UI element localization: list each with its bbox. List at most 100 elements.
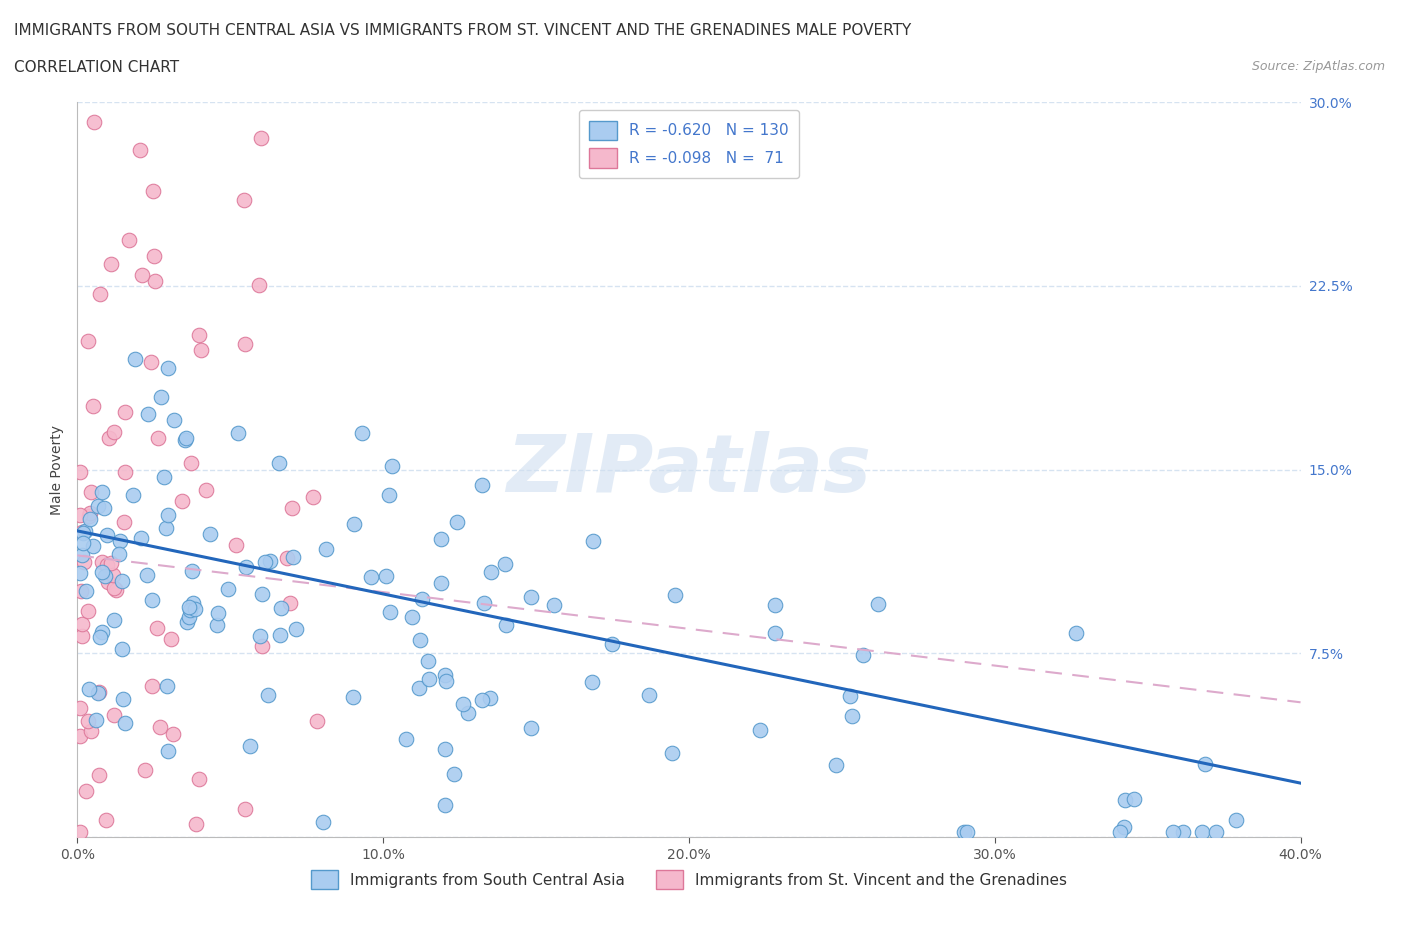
Point (278, 596, 301, 611)
Point (664, 587, 686, 602)
Point (87, 768, 110, 783)
Point (763, 598, 786, 613)
Point (1225, 812, 1247, 827)
Point (434, 668, 457, 683)
Point (430, 532, 453, 547)
Point (69, 508, 91, 523)
Point (1122, 791, 1144, 806)
Point (446, 515, 468, 530)
Point (103, 580, 125, 595)
Point (207, 605, 229, 620)
Point (111, 691, 134, 706)
Point (70, 629, 93, 644)
Point (117, 232, 139, 247)
Point (207, 618, 229, 632)
Point (69, 700, 91, 715)
Point (1171, 825, 1194, 840)
Point (146, 621, 169, 636)
Point (112, 514, 135, 529)
Point (233, 802, 256, 817)
Point (162, 726, 184, 741)
Point (141, 592, 163, 607)
Text: Source: ZipAtlas.com: Source: ZipAtlas.com (1251, 60, 1385, 73)
Point (315, 541, 337, 556)
Point (305, 714, 328, 729)
Point (434, 674, 457, 689)
Point (956, 825, 979, 840)
Point (1194, 757, 1216, 772)
Point (375, 568, 398, 583)
Point (418, 671, 440, 686)
Point (478, 690, 501, 705)
Point (156, 678, 179, 693)
Point (87, 499, 110, 514)
Point (381, 458, 404, 473)
Point (250, 638, 273, 653)
Point (543, 598, 565, 613)
Point (748, 723, 770, 737)
Text: ZIPatlas: ZIPatlas (506, 431, 872, 509)
Point (451, 697, 474, 711)
Point (87, 685, 110, 700)
Point (103, 613, 125, 628)
Point (520, 590, 543, 604)
Point (1114, 792, 1136, 807)
Point (479, 565, 502, 579)
Point (149, 720, 172, 735)
Point (953, 825, 976, 840)
Point (72, 526, 94, 541)
Point (75, 784, 97, 799)
Point (247, 277, 270, 292)
Point (1112, 820, 1135, 835)
Point (433, 798, 456, 813)
Point (163, 413, 186, 428)
Point (250, 586, 273, 601)
Point (173, 432, 195, 447)
Point (89, 630, 111, 644)
Point (217, 581, 239, 596)
Point (457, 705, 479, 720)
Point (1191, 825, 1213, 840)
Point (187, 327, 209, 342)
Point (70, 525, 93, 539)
Point (84, 712, 107, 727)
Point (342, 690, 364, 705)
Point (401, 609, 423, 624)
Point (80, 724, 103, 738)
Point (114, 464, 136, 479)
Point (520, 721, 543, 736)
Point (101, 567, 124, 582)
Point (69, 465, 91, 480)
Point (156, 360, 179, 375)
Point (146, 431, 169, 445)
Point (233, 193, 256, 207)
Point (73, 524, 96, 538)
Point (838, 689, 860, 704)
Point (350, 425, 373, 440)
Point (1205, 825, 1227, 840)
Point (111, 642, 134, 657)
Point (103, 708, 125, 723)
Point (76, 713, 98, 728)
Point (135, 567, 157, 582)
Point (183, 602, 205, 617)
Point (124, 352, 146, 366)
Point (239, 738, 262, 753)
Point (582, 533, 605, 548)
Point (408, 680, 430, 695)
Point (75, 584, 97, 599)
Point (172, 494, 194, 509)
Point (1161, 825, 1184, 840)
Point (77, 334, 100, 349)
Point (129, 143, 152, 158)
Point (825, 758, 848, 773)
Point (471, 477, 494, 492)
Point (280, 500, 302, 515)
Point (180, 564, 202, 578)
Point (157, 507, 180, 522)
Point (249, 629, 271, 644)
Point (430, 576, 453, 591)
Point (187, 771, 209, 786)
Point (93, 500, 115, 515)
Point (90, 625, 112, 640)
